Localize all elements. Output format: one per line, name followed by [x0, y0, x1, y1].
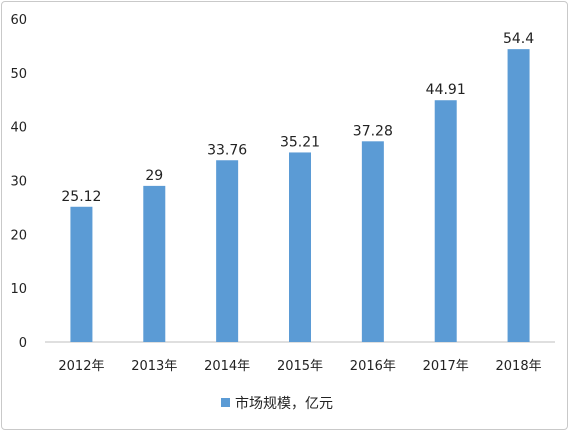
x-tick-label: 2014年 — [204, 359, 250, 374]
bar — [70, 206, 93, 342]
x-tick-label: 2015年 — [277, 359, 323, 374]
bar — [434, 100, 457, 342]
x-tick-label: 2017年 — [423, 359, 469, 374]
data-label: 25.12 — [61, 189, 101, 205]
data-label: 44.91 — [426, 82, 466, 98]
y-tick-label: 20 — [10, 228, 27, 243]
bar — [216, 160, 239, 342]
legend-swatch — [221, 398, 230, 407]
x-tick-label: 2013年 — [131, 359, 177, 374]
legend: 市场规模，亿元 — [221, 395, 333, 412]
data-label: 35.21 — [280, 134, 320, 150]
y-axis-ticks: 0 10 20 30 40 50 60 — [10, 13, 27, 351]
x-tick-label: 2012年 — [58, 359, 104, 374]
data-label: 37.28 — [353, 123, 393, 139]
y-tick-label: 50 — [10, 67, 27, 82]
y-tick-label: 30 — [10, 175, 27, 190]
data-label: 54.4 — [503, 31, 534, 47]
bars — [70, 49, 530, 342]
bar — [289, 152, 311, 342]
data-labels: 25.12 29 33.76 35.21 37.28 44.91 54.4 — [61, 31, 534, 205]
y-tick-label: 40 — [10, 121, 27, 136]
x-axis-ticks: 2012年 2013年 2014年 2015年 2016年 2017年 2018年 — [58, 359, 541, 374]
data-label: 29 — [145, 168, 163, 184]
bar — [143, 185, 166, 342]
y-tick-label: 60 — [10, 13, 27, 28]
y-tick-label: 10 — [10, 282, 27, 297]
bar — [507, 49, 530, 342]
x-tick-label: 2018年 — [496, 359, 542, 374]
bar — [361, 141, 384, 342]
legend-label: 市场规模，亿元 — [235, 395, 333, 412]
x-tick-label: 2016年 — [350, 359, 396, 374]
y-tick-label: 0 — [19, 336, 27, 351]
data-label: 33.76 — [207, 142, 247, 158]
